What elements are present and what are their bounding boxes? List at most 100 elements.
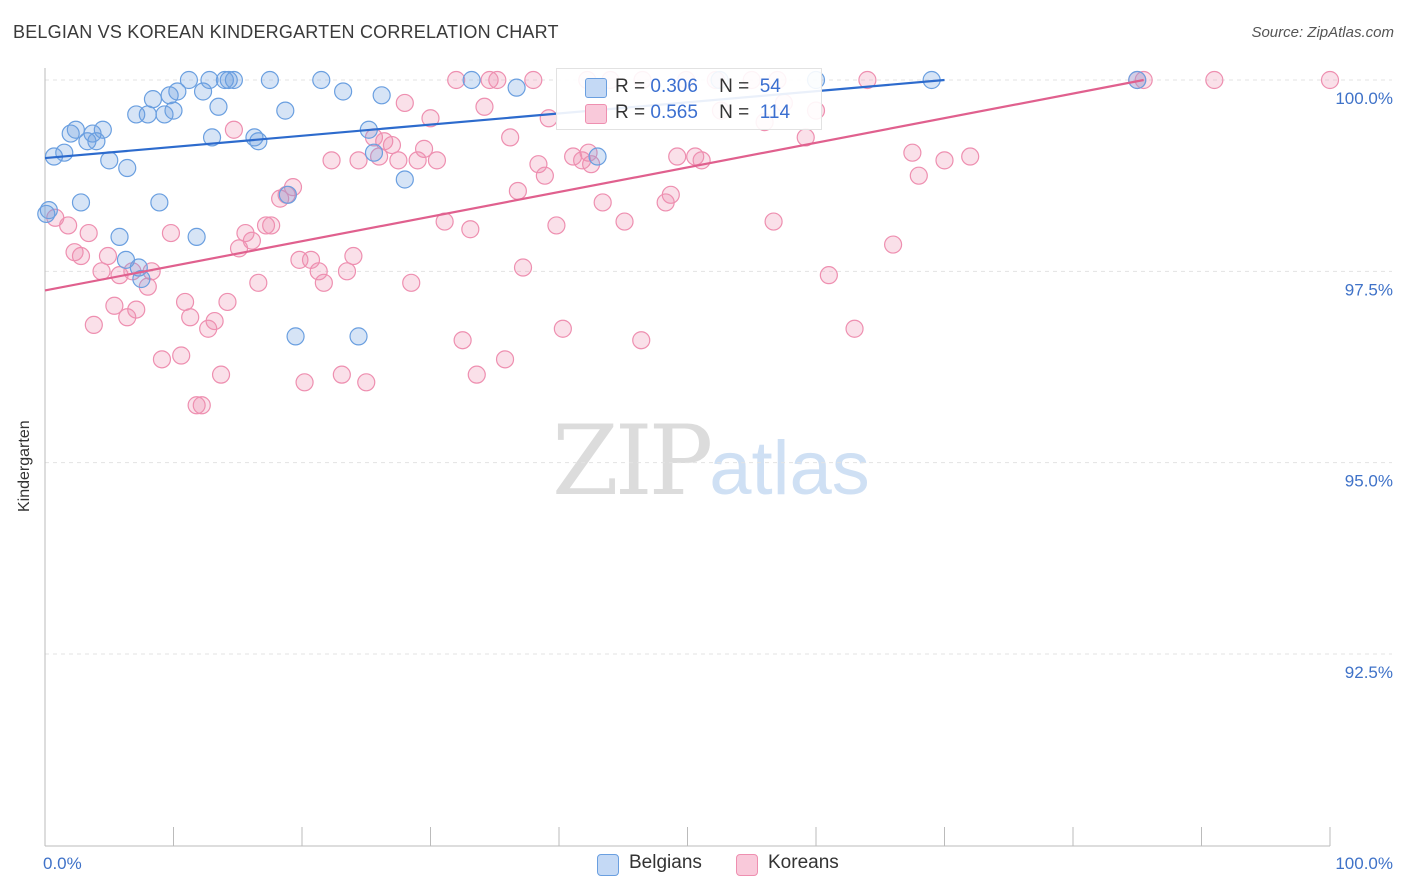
axes (44, 68, 1331, 847)
korean-point (615, 212, 634, 231)
belgian-point (334, 82, 353, 101)
korean-point (453, 331, 472, 350)
korean-point (218, 292, 237, 312)
belgian-point (71, 193, 91, 212)
korean-r-label: R = (615, 102, 646, 123)
korean-n-label: N = (719, 102, 750, 123)
belgian-point (219, 70, 238, 90)
korean-point (1320, 70, 1340, 90)
tick-labels: 100.0% 97.5% 95.0% 92.5% 0.0% 100.0% (43, 89, 1393, 873)
korean-point (344, 246, 363, 266)
korean-points (46, 70, 1340, 415)
korean-point (513, 258, 533, 277)
korean-point (337, 262, 357, 281)
belgian-point (200, 70, 219, 90)
korean-point (152, 350, 172, 369)
korean-point (495, 350, 515, 369)
korean-point (256, 216, 276, 235)
watermark-atlas: atlas (709, 426, 870, 511)
korean-point (632, 331, 651, 350)
chart-title: BELGIAN VS KOREAN KINDERGARTEN CORRELATI… (13, 22, 559, 42)
korean-point (668, 147, 687, 166)
korean-point (205, 311, 224, 331)
belgian-swatch (585, 78, 607, 98)
korean-point (488, 70, 507, 90)
korean-point (480, 70, 499, 90)
belgian-point (168, 82, 187, 101)
belgian-point (260, 70, 279, 90)
korean-point (524, 70, 543, 90)
korean-point (553, 319, 572, 338)
korean-point (461, 220, 480, 239)
korean-trend-line (44, 78, 1144, 292)
belgian-point (364, 143, 384, 162)
korean-point (845, 319, 864, 338)
belgian-point (138, 105, 157, 124)
belgian-point (462, 70, 481, 90)
source-label: Source: ZipAtlas.com (1251, 24, 1394, 41)
y-tick-label: 95.0% (1345, 472, 1393, 491)
belgian-point (143, 90, 163, 109)
belgian-n-value: 54 (759, 76, 781, 97)
x-tick-label: 0.0% (43, 854, 82, 873)
korean-point (395, 93, 414, 113)
korean-point (903, 143, 922, 162)
y-axis-title: Kindergarten (16, 420, 33, 512)
belgian-point (164, 101, 183, 120)
belgian-point (276, 101, 295, 120)
watermark-zip: ZIP (552, 405, 713, 517)
korean-point (475, 97, 494, 116)
belgian-point (93, 120, 112, 139)
korean-point (322, 151, 341, 170)
belgian-point (87, 132, 106, 151)
belgian-r-value: 0.306 (650, 76, 698, 97)
korean-point (79, 223, 98, 243)
belgian-point (286, 327, 305, 346)
korean-point (935, 151, 954, 170)
korean-point (547, 216, 566, 235)
korean-point (105, 296, 124, 315)
watermark: ZIPatlas (552, 405, 870, 517)
belgian-point (224, 70, 243, 90)
korean-swatch (585, 104, 607, 124)
korean-point (961, 147, 980, 166)
bottom-korean-label: Koreans (768, 852, 839, 873)
korean-point (84, 315, 103, 335)
korean-point (427, 151, 447, 170)
y-tick-label: 100.0% (1335, 89, 1393, 108)
korean-point (764, 212, 783, 231)
korean-point (414, 139, 434, 158)
belgian-point (209, 97, 228, 116)
correlation-legend: R = 0.306 N = 54 R = 0.565 N = 114 (556, 68, 822, 130)
korean-point (529, 155, 548, 174)
belgian-point (202, 128, 222, 147)
korean-point (181, 308, 200, 327)
korean-point (314, 273, 333, 292)
korean-point (59, 216, 78, 235)
korean-point (447, 70, 466, 90)
korean-point (262, 216, 281, 235)
korean-point (161, 223, 181, 243)
korean-point (661, 185, 680, 204)
korean-point (421, 109, 440, 128)
belgian-point (100, 151, 119, 170)
y-tick-label: 97.5% (1345, 280, 1393, 299)
belgian-point (179, 70, 199, 90)
korean-point (295, 373, 314, 392)
korean-point (242, 231, 261, 250)
korean-point (211, 365, 231, 384)
belgian-point (312, 70, 331, 90)
bottom-belgian-label: Belgians (629, 852, 702, 873)
korean-point (408, 151, 427, 170)
belgian-point (507, 78, 526, 97)
korean-point (187, 396, 206, 415)
belgian-point (249, 132, 268, 151)
gridlines (45, 79, 1392, 655)
korean-point (175, 292, 195, 312)
korean-point (332, 365, 351, 384)
korean-point (389, 151, 408, 170)
korean-point (309, 262, 328, 281)
legend-korean-text: R = 0.565 N = 114 (615, 102, 790, 124)
korean-point (501, 128, 520, 147)
